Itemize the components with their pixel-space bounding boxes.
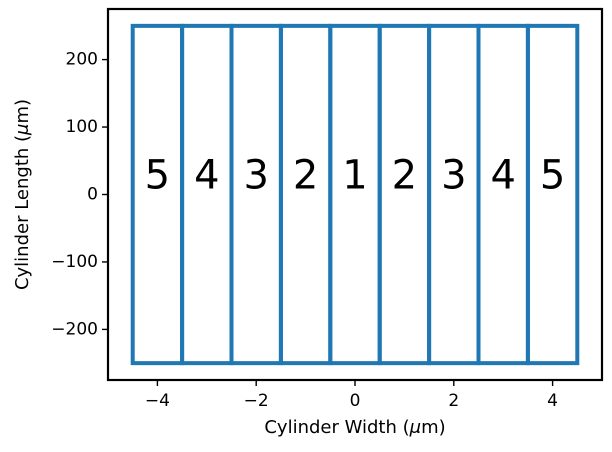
- y-tick-label: 100: [66, 117, 98, 137]
- column-label-5: 1: [342, 153, 367, 199]
- x-tick-label: 0: [350, 391, 361, 411]
- x-tick-label: −2: [244, 391, 269, 411]
- column-label-6: 2: [392, 153, 417, 199]
- y-tick-label: −100: [51, 252, 98, 272]
- y-tick-label: 0: [87, 185, 98, 205]
- column-label-3: 3: [243, 153, 268, 199]
- rectangle-layer: [130, 23, 580, 366]
- column-label-4: 2: [293, 153, 318, 199]
- y-tick-layer: 200 100 0 −100 −200: [51, 50, 108, 339]
- y-tick-label: −200: [51, 319, 98, 339]
- column-rect-9: [525, 23, 580, 366]
- x-axis-title: Cylinder Width (μm): [264, 417, 445, 438]
- column-label-9: 5: [540, 153, 565, 199]
- column-label-1: 5: [145, 153, 170, 199]
- column-label-7: 3: [441, 153, 466, 199]
- x-tick-label: 2: [448, 391, 459, 411]
- y-tick-label: 200: [66, 50, 98, 70]
- column-label-8: 4: [490, 153, 515, 199]
- y-axis-title: Cylinder Length (μm): [12, 99, 33, 290]
- column-label-2: 4: [194, 153, 219, 199]
- x-tick-layer: −4 −2 0 2 4: [145, 380, 558, 411]
- x-tick-label: −4: [145, 391, 170, 411]
- x-tick-label: 4: [547, 391, 558, 411]
